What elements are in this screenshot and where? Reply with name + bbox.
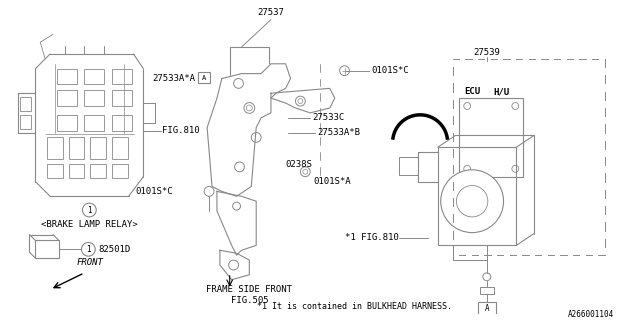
Bar bbox=[478, 302, 496, 315]
Text: <BRAKE LAMP RELAY>: <BRAKE LAMP RELAY> bbox=[41, 220, 138, 229]
Circle shape bbox=[234, 78, 243, 88]
Text: 27533A*B: 27533A*B bbox=[317, 128, 360, 137]
Polygon shape bbox=[220, 250, 250, 280]
Circle shape bbox=[512, 165, 519, 172]
Circle shape bbox=[441, 170, 504, 233]
Text: FIG.810: FIG.810 bbox=[162, 126, 200, 135]
Circle shape bbox=[252, 132, 261, 142]
Bar bbox=[68, 137, 84, 159]
Text: A: A bbox=[484, 304, 489, 313]
Bar bbox=[47, 137, 63, 159]
Bar bbox=[112, 69, 132, 84]
Bar bbox=[90, 137, 106, 159]
Polygon shape bbox=[271, 88, 335, 113]
Bar bbox=[230, 47, 269, 76]
Text: 27539: 27539 bbox=[474, 48, 500, 57]
Bar bbox=[90, 164, 106, 178]
Circle shape bbox=[464, 165, 470, 172]
Bar bbox=[35, 240, 59, 258]
Circle shape bbox=[456, 186, 488, 217]
Circle shape bbox=[233, 202, 241, 210]
Bar bbox=[84, 69, 104, 84]
Circle shape bbox=[228, 260, 239, 270]
Text: 27533A*A: 27533A*A bbox=[152, 74, 195, 83]
Text: 0101S*C: 0101S*C bbox=[371, 66, 409, 75]
Circle shape bbox=[300, 167, 310, 177]
Text: A266001104: A266001104 bbox=[568, 310, 614, 319]
Bar bbox=[399, 157, 418, 175]
Bar bbox=[57, 90, 77, 106]
Text: *1 It is contained in BULKHEAD HARNESS.: *1 It is contained in BULKHEAD HARNESS. bbox=[257, 302, 452, 311]
Bar bbox=[112, 164, 127, 178]
Text: 82501D: 82501D bbox=[98, 245, 131, 254]
Circle shape bbox=[204, 187, 214, 196]
Circle shape bbox=[83, 203, 96, 217]
Bar bbox=[68, 164, 84, 178]
Text: 27537: 27537 bbox=[257, 8, 284, 17]
Circle shape bbox=[483, 273, 491, 281]
Circle shape bbox=[512, 103, 519, 109]
Bar bbox=[57, 115, 77, 131]
Text: FIG.505: FIG.505 bbox=[230, 296, 268, 305]
Circle shape bbox=[340, 66, 349, 76]
Circle shape bbox=[298, 99, 303, 104]
Bar bbox=[20, 115, 31, 129]
Text: 0101S*C: 0101S*C bbox=[135, 187, 173, 196]
Bar bbox=[20, 97, 31, 111]
Polygon shape bbox=[207, 64, 291, 196]
Text: 1: 1 bbox=[87, 205, 92, 214]
Circle shape bbox=[235, 162, 244, 172]
Text: FRONT: FRONT bbox=[77, 258, 104, 267]
Text: 27533C: 27533C bbox=[312, 113, 344, 122]
Bar bbox=[112, 115, 132, 131]
Bar bbox=[47, 164, 63, 178]
Text: 1: 1 bbox=[86, 245, 91, 254]
Bar bbox=[112, 90, 132, 106]
Bar bbox=[84, 115, 104, 131]
Text: 0238S: 0238S bbox=[285, 160, 312, 169]
Text: A: A bbox=[202, 75, 206, 81]
Bar bbox=[198, 72, 210, 84]
Text: *1 FIG.810: *1 FIG.810 bbox=[345, 233, 399, 242]
Circle shape bbox=[464, 103, 470, 109]
Bar bbox=[84, 90, 104, 106]
Circle shape bbox=[303, 169, 308, 174]
Text: FRAME SIDE FRONT: FRAME SIDE FRONT bbox=[206, 284, 292, 294]
Bar bbox=[460, 98, 523, 177]
Text: H/U: H/U bbox=[493, 87, 510, 96]
Text: 0101S*A: 0101S*A bbox=[313, 177, 351, 186]
Bar bbox=[112, 137, 127, 159]
Text: ECU: ECU bbox=[464, 87, 481, 96]
Polygon shape bbox=[217, 191, 256, 255]
Bar bbox=[480, 287, 493, 294]
Circle shape bbox=[244, 103, 255, 113]
Bar bbox=[57, 69, 77, 84]
Bar bbox=[438, 147, 516, 245]
Circle shape bbox=[246, 105, 252, 111]
Circle shape bbox=[81, 243, 95, 256]
Circle shape bbox=[296, 96, 305, 106]
